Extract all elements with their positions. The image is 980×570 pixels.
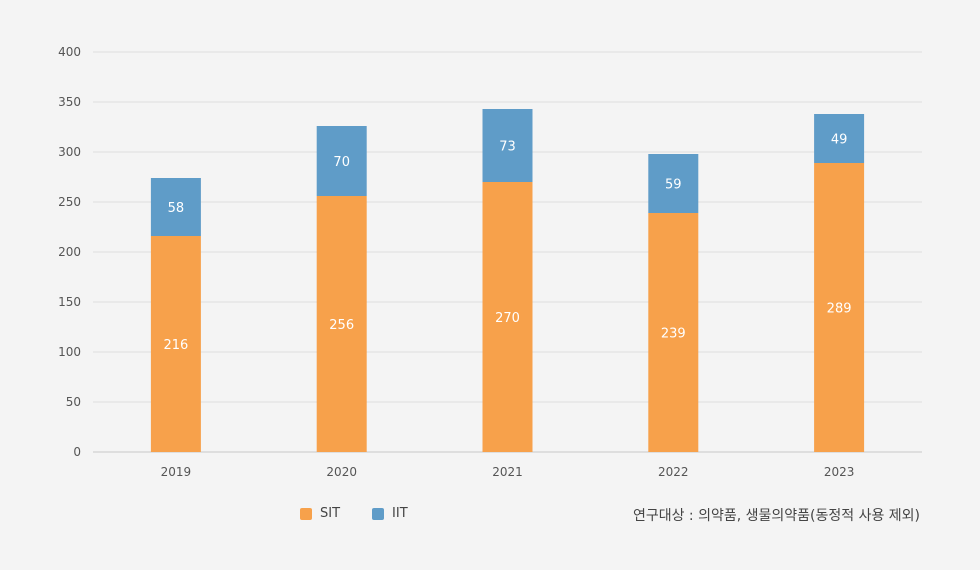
y-tick-label-100: 100: [58, 345, 81, 359]
x-tick-label-2020: 2020: [326, 465, 357, 479]
legend-label-iit: IIT: [392, 506, 408, 521]
legend: SIT IIT: [300, 506, 408, 521]
bar-sit-2019: [150, 236, 201, 452]
y-tick-label-350: 350: [58, 95, 81, 109]
data-label-iit-2020: 70: [333, 155, 350, 170]
bar-iit-2022: [648, 154, 699, 213]
legend-swatch-sit: [300, 507, 312, 520]
bar-sit-2022: [648, 213, 699, 452]
y-tick-label-400: 400: [58, 45, 81, 59]
x-tick-label-2023: 2023: [824, 465, 855, 479]
y-tick-label-200: 200: [58, 245, 81, 259]
legend-item-iit: IIT: [372, 506, 408, 521]
bar-sit-2020: [316, 196, 367, 452]
data-label-iit-2023: 49: [831, 133, 848, 148]
bar-iit-2019: [150, 178, 201, 236]
data-label-sit-2021: 270: [495, 311, 520, 326]
legend-label-sit: SIT: [320, 506, 341, 521]
bar-sit-2023: [814, 163, 865, 452]
x-tick-label-2022: 2022: [658, 465, 689, 479]
study-scope-note: 연구대상 : 의약품, 생물의약품(동정적 사용 제외): [632, 508, 920, 524]
y-tick-label-50: 50: [66, 395, 81, 409]
y-tick-label-150: 150: [58, 295, 81, 309]
y-tick-label-250: 250: [58, 195, 81, 209]
data-label-sit-2023: 289: [827, 302, 852, 317]
data-label-iit-2019: 58: [168, 201, 185, 216]
legend-swatch-iit: [372, 507, 385, 520]
legend-item-sit: SIT: [300, 506, 340, 521]
data-label-iit-2022: 59: [665, 178, 682, 193]
bar-iit-2023: [814, 114, 865, 163]
data-label-sit-2020: 256: [329, 318, 354, 333]
bar-sit-2021: [482, 182, 533, 452]
x-tick-label-2021: 2021: [492, 465, 523, 479]
bar-iit-2021: [482, 109, 533, 182]
data-label-iit-2021: 73: [499, 140, 516, 155]
data-label-sit-2019: 216: [163, 338, 188, 353]
y-tick-label-300: 300: [58, 145, 81, 159]
x-tick-label-2019: 2019: [161, 465, 192, 479]
y-tick-label-0: 0: [73, 445, 81, 459]
bar-iit-2020: [316, 126, 367, 196]
data-label-sit-2022: 239: [661, 327, 686, 342]
